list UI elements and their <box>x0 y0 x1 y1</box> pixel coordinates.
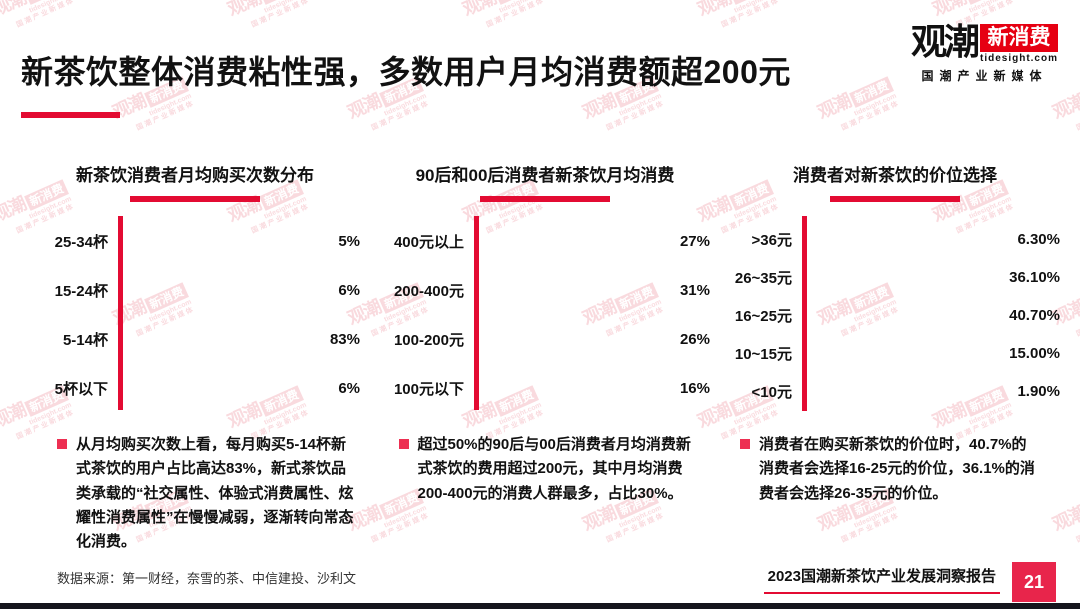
chart-title: 新茶饮消费者月均购买次数分布 <box>76 166 314 185</box>
chart-title: 90后和00后消费者新茶饮月均消费 <box>415 166 675 185</box>
chart-plot-area: >36元 6.30% 26~35元 36.10% 16~25元 40.70% 10~15元 1… <box>730 216 1060 411</box>
title-underline <box>21 112 120 118</box>
logo-right-block: 新消费 tidesight.com <box>979 24 1058 65</box>
insights-row: 从月均购买次数上看，每月购买5-14杯新式茶饮的用户占比高达83%，新式茶饮品类… <box>57 433 1040 554</box>
chart-plot-area: 400元以上 27% 200-400元 31% 100-200元 26% 100元以下 16% <box>380 216 710 410</box>
bottom-edge-bar <box>0 603 1080 609</box>
category-label: 5-14杯 <box>62 332 108 349</box>
value-label: 16% <box>679 380 710 397</box>
category-label: 100-200元 <box>393 332 464 349</box>
insight-text: 从月均购买次数上看，每月购买5-14杯新式茶饮的用户占比高达83%，新式茶饮品类… <box>76 436 354 551</box>
value-label: 5% <box>338 233 360 250</box>
chart-row: 100-200元 26% <box>380 330 710 349</box>
bullet-square-icon <box>398 439 409 449</box>
chart-row: 10~15元 15.00% <box>730 345 1060 363</box>
category-label: 25-34杯 <box>54 234 108 251</box>
chart-plot-area: 25-34杯 5% 15-24杯 6% 5-14杯 83% 5杯以下 6% <box>30 216 360 410</box>
chart-row: >36元 6.30% <box>730 231 1060 249</box>
category-label: 400元以上 <box>393 234 464 251</box>
charts-row: 新茶饮消费者月均购买次数分布 25-34杯 5% 15-24杯 6% 5-14杯 83% 5… <box>30 165 1060 411</box>
y-axis-line <box>474 216 479 410</box>
value-label: 1.90% <box>1017 383 1060 400</box>
chart-row: 5-14杯 83% <box>30 330 360 349</box>
chart-row: 26~35元 36.10% <box>730 269 1060 287</box>
page-title: 新茶饮整体消费粘性强，多数用户月均消费额超200元 <box>21 54 791 91</box>
chart-row: 200-400元 31% <box>380 281 710 300</box>
insight-text: 超过50%的90后与00后消费者月均消费新式茶饮的费用超过200元，其中月均消费… <box>417 436 691 502</box>
chart-row: 16~25元 40.70% <box>730 307 1060 325</box>
category-label: 16~25元 <box>734 308 792 325</box>
logo-domain-text: tidesight.com <box>979 53 1058 65</box>
chart-price-preference: 消费者对新茶饮的价位选择 >36元 6.30% 26~35元 36.10% 16~25元… <box>730 165 1060 411</box>
category-label: 15-24杯 <box>54 283 108 300</box>
bullet-square-icon <box>57 439 67 449</box>
chart-title-underline <box>480 196 610 202</box>
logo-tagline: 国潮产业新媒体 <box>921 69 1048 84</box>
insight-text: 消费者在购买新茶饮的价位时，40.7%的消费者会选择16-25元的价位，36.1… <box>759 436 1035 502</box>
chart-row: 400元以上 27% <box>380 232 710 251</box>
value-label: 6% <box>338 282 360 299</box>
chart-row: 5杯以下 6% <box>30 379 360 398</box>
logo-wordmark: 观潮 新消费 tidesight.com <box>911 24 1058 64</box>
footer-right: 2023国潮新茶饮产业发展洞察报告 21 <box>763 562 1056 602</box>
chart-row: 25-34杯 5% <box>30 232 360 251</box>
value-label: 6% <box>338 380 360 397</box>
page-number-badge: 21 <box>1012 562 1056 602</box>
value-label: 40.70% <box>1009 307 1060 324</box>
category-label: 5杯以下 <box>54 381 108 398</box>
brand-logo: 观潮 新消费 tidesight.com 国潮产业新媒体 <box>911 24 1058 84</box>
logo-brand-text: 观潮 <box>910 21 980 62</box>
bullet-square-icon <box>740 439 750 449</box>
insight-note: 消费者在购买新茶饮的价位时，40.7%的消费者会选择16-25元的价位，36.1… <box>740 433 1040 554</box>
data-source-note: 数据来源：第一财经，奈雪的茶、中信建投、沙利文 <box>57 571 357 586</box>
value-label: 27% <box>679 233 710 250</box>
y-axis-line <box>802 216 807 411</box>
chart-row: <10元 1.90% <box>730 383 1060 401</box>
value-label: 15.00% <box>1009 345 1060 362</box>
chart-title-underline <box>830 196 960 202</box>
category-label: <10元 <box>751 384 792 401</box>
value-label: 26% <box>679 331 710 348</box>
chart-row: 100元以下 16% <box>380 379 710 398</box>
value-label: 31% <box>679 282 710 299</box>
value-label: 6.30% <box>1017 231 1060 248</box>
report-title: 2023国潮新茶饮产业发展洞察报告 <box>763 562 1000 594</box>
category-label: 10~15元 <box>734 346 792 363</box>
category-label: >36元 <box>751 232 792 249</box>
value-label: 83% <box>329 331 360 348</box>
logo-highlight-text: 新消费 <box>979 24 1058 53</box>
category-label: 200-400元 <box>393 283 464 300</box>
insight-note: 从月均购买次数上看，每月购买5-14杯新式茶饮的用户占比高达83%，新式茶饮品类… <box>57 433 357 554</box>
insight-note: 超过50%的90后与00后消费者月均消费新式茶饮的费用超过200元，其中月均消费… <box>398 433 699 554</box>
y-axis-line <box>118 216 123 410</box>
chart-monthly-spend: 90后和00后消费者新茶饮月均消费 400元以上 27% 200-400元 31% 10… <box>380 165 710 411</box>
value-label: 36.10% <box>1009 269 1060 286</box>
category-label: 26~35元 <box>734 270 792 287</box>
chart-title: 消费者对新茶饮的价位选择 <box>793 166 997 185</box>
chart-title-underline <box>130 196 260 202</box>
category-label: 100元以下 <box>393 381 464 398</box>
chart-row: 15-24杯 6% <box>30 281 360 300</box>
chart-purchase-frequency: 新茶饮消费者月均购买次数分布 25-34杯 5% 15-24杯 6% 5-14杯 83% 5… <box>30 165 360 411</box>
